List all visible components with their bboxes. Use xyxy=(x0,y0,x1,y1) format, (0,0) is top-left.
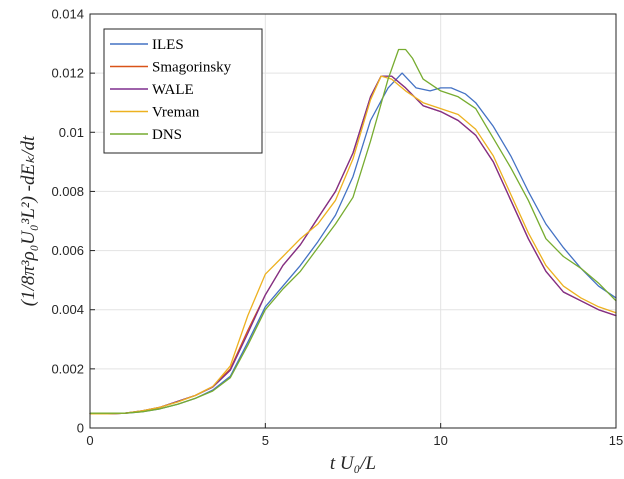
tick-labels: 0 5 10 15 0 0.002 0.004 0.006 0.008 0.01 0.012 0.01… xyxy=(51,7,623,449)
y-axis-label: (1/8π³ρ₀U₀³L²) -dEₖ/dt xyxy=(18,135,39,306)
x-tick-label: 15 xyxy=(609,433,623,448)
series-line-vreman xyxy=(89,75,617,415)
y-tick-label: 0.014 xyxy=(51,7,84,22)
series-line-dns xyxy=(89,48,617,414)
x-tick-label: 0 xyxy=(86,433,93,448)
x-tick-label: 5 xyxy=(262,433,269,448)
legend-label: ILES xyxy=(152,37,184,53)
legend-label: WALE xyxy=(152,82,194,98)
y-tick-label: 0 xyxy=(77,421,84,436)
y-tick-label: 0.008 xyxy=(51,184,84,199)
legend-label: Vreman xyxy=(152,105,200,121)
y-tick-label: 0.006 xyxy=(51,243,84,258)
y-tick-label: 0.01 xyxy=(59,125,84,140)
series-lines xyxy=(89,48,617,415)
y-tick-label: 0.004 xyxy=(51,302,84,317)
x-tick-label: 10 xyxy=(433,433,447,448)
x-axis-label: t U₀/L xyxy=(330,453,376,474)
legend-box xyxy=(103,28,263,154)
grid xyxy=(89,13,617,429)
legend-label: DNS xyxy=(152,127,182,143)
legend: ILES Smagorinsky WALE Vreman DNS xyxy=(103,28,263,154)
plot-frame xyxy=(89,13,617,429)
y-tick-label: 0.002 xyxy=(51,361,84,376)
y-tick-label: 0.012 xyxy=(51,66,84,81)
legend-label: Smagorinsky xyxy=(152,60,232,76)
